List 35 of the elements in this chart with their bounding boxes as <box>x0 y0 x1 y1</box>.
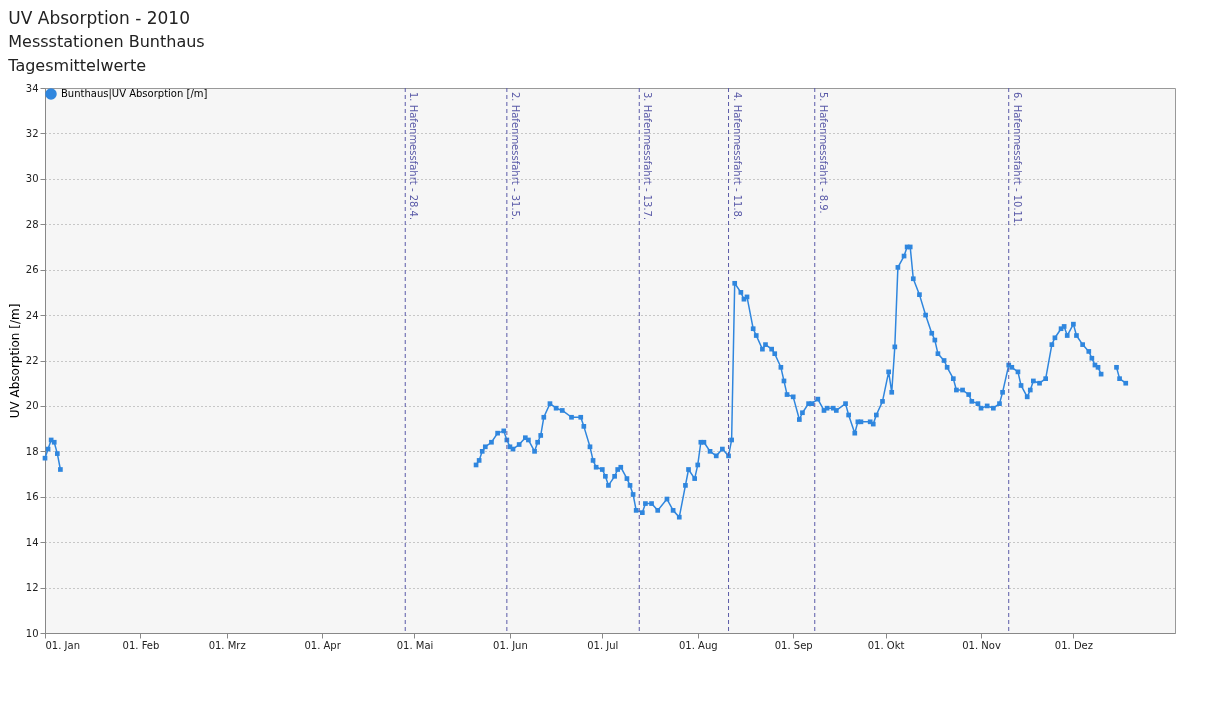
x-tick-label: 01. Nov <box>962 639 1001 651</box>
x-tick-label: 01. Dez <box>1054 639 1093 651</box>
ref-line-label: 4. Hafenmessfahrt - 11.8. <box>731 92 743 221</box>
x-tick-label: 01. Sep <box>774 639 813 651</box>
x-tick-label: 01. Jul <box>587 639 619 651</box>
ref-line-label: 5. Hafenmessfahrt - 8.9. <box>817 92 829 214</box>
y-tick-label: 32 <box>25 127 39 139</box>
y-tick-label: 10 <box>25 627 39 639</box>
y-tick-label: 16 <box>25 491 39 503</box>
y-tick-label: 34 <box>25 82 39 94</box>
ref-line-label: 2. Hafenmessfahrt - 31.5. <box>509 92 521 221</box>
legend-label: Bunthaus|UV Absorption [/m] <box>61 88 208 100</box>
y-tick-label: 14 <box>25 536 39 548</box>
y-axis-title: UV Absorption [/m] <box>7 303 22 419</box>
y-tick-label: 12 <box>25 582 39 594</box>
y-tick-label: 18 <box>25 445 39 457</box>
x-tick-label: 01. Feb <box>122 639 160 651</box>
x-tick-label: 01. Mai <box>396 639 434 651</box>
ref-line-label: 6. Hafenmessfahrt - 10.11. <box>1011 92 1023 227</box>
x-tick-label: 01. Okt <box>867 639 905 651</box>
ref-line-label: 1. Hafenmessfahrt - 28.4. <box>408 92 420 221</box>
y-tick-label: 22 <box>25 355 39 366</box>
chart-subtitle: Messstationen Bunthaus Tagesmittelwerte <box>7 32 205 75</box>
x-tick-label: 01. Mrz <box>208 639 246 651</box>
x-tick-label: 01. Aug <box>678 639 718 651</box>
x-tick-label: 01. Apr <box>304 639 342 651</box>
y-tick-label: 20 <box>25 400 39 412</box>
x-tick-label: 01. Jan <box>45 639 80 651</box>
ref-line-label: 3. Hafenmessfahrt - 13.7. <box>642 92 654 221</box>
chart-title: UV Absorption - 2010 <box>8 8 190 28</box>
y-tick-label: 30 <box>25 173 39 185</box>
y-tick-label: 24 <box>25 309 39 321</box>
y-tick-label: 26 <box>25 264 39 276</box>
x-tick-label: 01. Jun <box>493 639 528 651</box>
y-tick-label: 28 <box>25 218 39 230</box>
